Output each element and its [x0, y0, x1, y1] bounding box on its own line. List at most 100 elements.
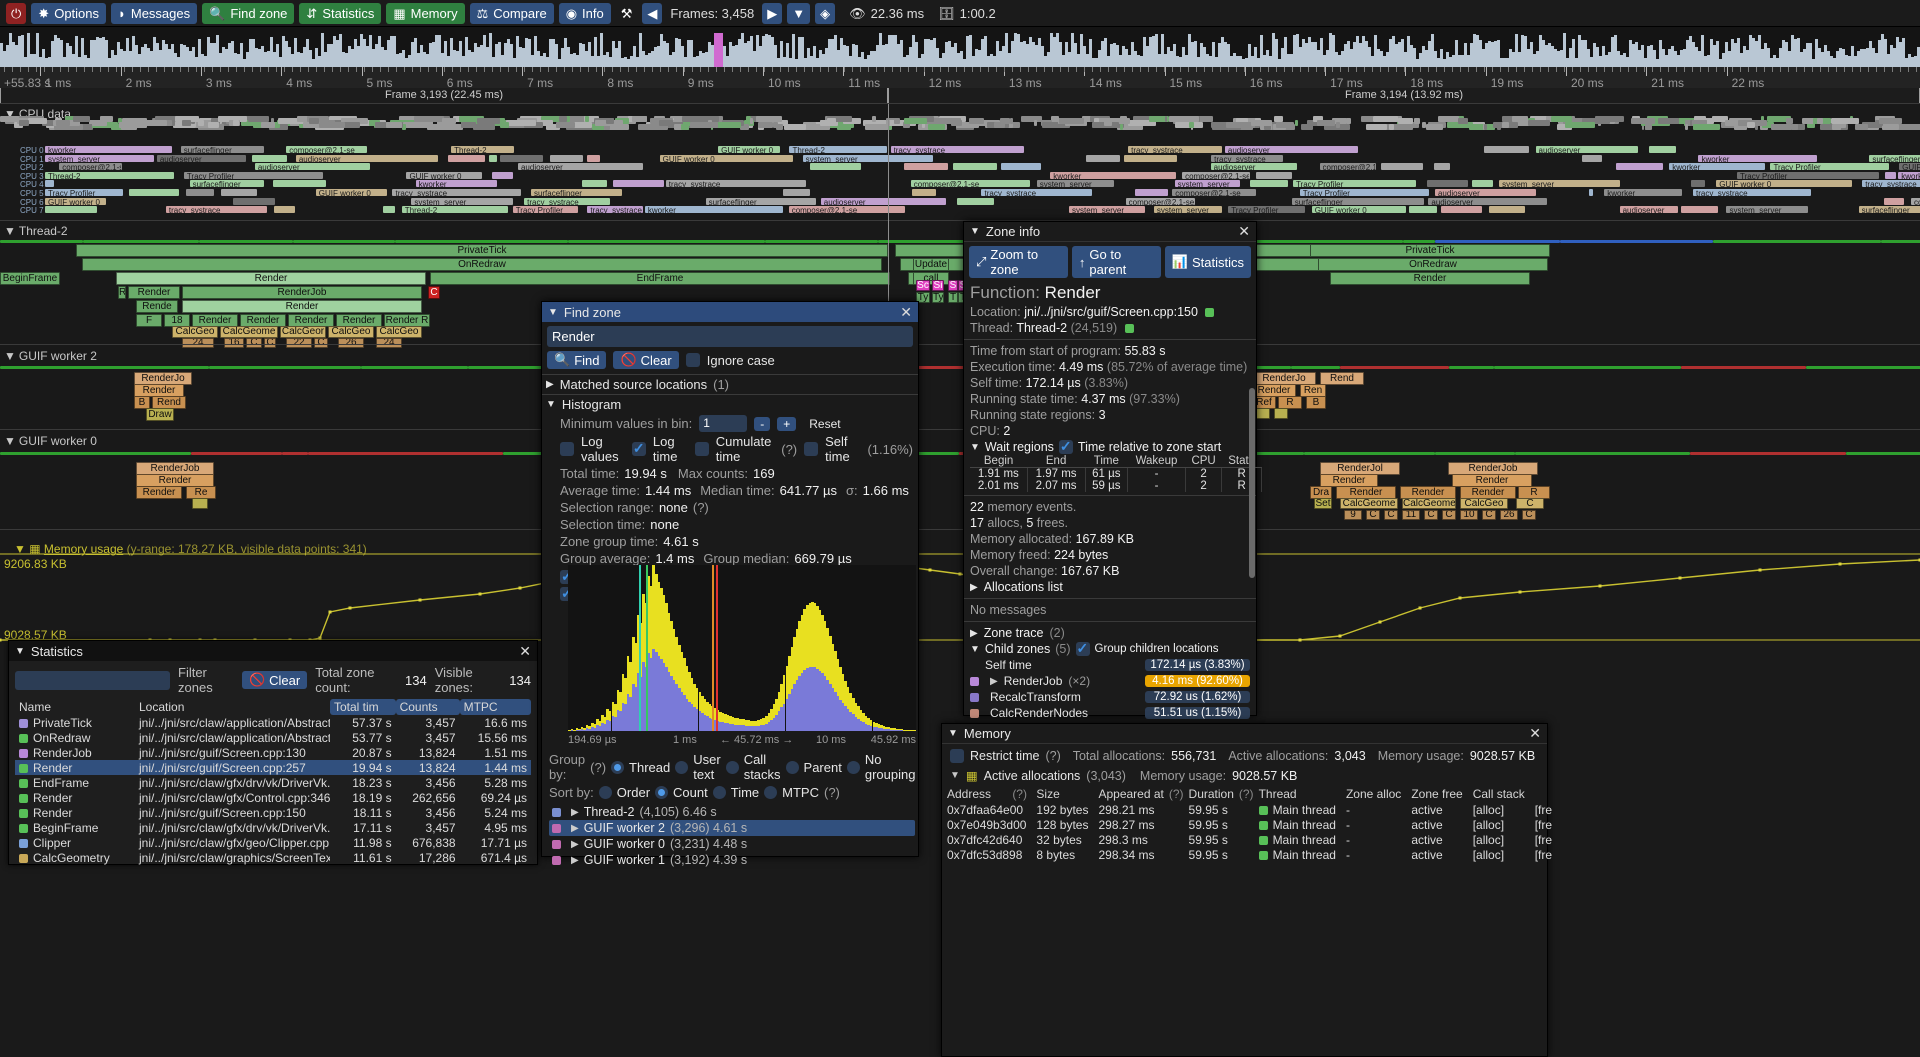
cpu-activity-bar[interactable] [0, 116, 20, 122]
cpu-core-segment[interactable] [665, 180, 806, 188]
cpu-activity-bar[interactable] [638, 124, 669, 130]
table-row[interactable]: 0x7dfaa64e00 192 bytes 298.21 ms 59.95 s Mai… [942, 802, 1557, 817]
cpu-activity-bar[interactable] [1164, 116, 1168, 122]
collapse-triangle-icon[interactable]: ▼ [548, 306, 558, 318]
timeline-zone[interactable]: CalcGeome [1340, 498, 1398, 509]
cpu-activity-bar[interactable] [1642, 124, 1645, 130]
cpu-core-segment[interactable] [411, 197, 514, 205]
clear-button[interactable]: 🚫 Clear [613, 351, 679, 369]
context-switch-bar[interactable] [1494, 366, 1682, 369]
cpu-activity-bar[interactable] [1301, 124, 1313, 130]
cpu-core-segment[interactable] [1726, 206, 1808, 214]
cpu-activity-bar[interactable] [1838, 122, 1846, 128]
sort-by-mtpc-radio[interactable] [764, 786, 778, 799]
cpu-activity-bar[interactable] [956, 122, 980, 128]
table-row[interactable]: 0x7dfc42d640 32 bytes 298.3 ms 59.95 s Main … [942, 832, 1557, 847]
cpu-core-segment[interactable] [1311, 206, 1406, 214]
column-help-icon[interactable]: (?) [1238, 787, 1254, 801]
cpu-activity-bar[interactable] [1511, 116, 1529, 122]
cpu-activity-bar[interactable] [1855, 124, 1868, 130]
timeline-zone[interactable]: 9 [1344, 510, 1362, 520]
cpu-activity-bar[interactable] [1694, 116, 1706, 122]
histogram-section[interactable]: ▼ Histogram [542, 394, 918, 414]
cpu-core-segment[interactable] [1770, 163, 1889, 171]
cpu-activity-bar[interactable] [872, 116, 876, 122]
cpu-core-segment[interactable] [251, 154, 287, 162]
timeline-zone[interactable]: B [134, 396, 150, 409]
cpu-activity-bar[interactable] [99, 116, 114, 122]
cpu-activity-bar[interactable] [1446, 122, 1473, 128]
cpu-activity-bar[interactable] [922, 122, 925, 128]
clear-filter-button[interactable]: 🚫 Clear [241, 671, 308, 689]
cpu-core-segment[interactable] [1000, 163, 1042, 171]
cpu-activity-bar[interactable] [863, 120, 892, 126]
cpu-activity-bar[interactable] [1360, 116, 1374, 122]
cpu-activity-bar[interactable] [1794, 124, 1806, 130]
cpu-core-segment[interactable] [1691, 180, 1705, 188]
zone-info-scrollbar[interactable] [1249, 258, 1255, 678]
timeline-zone[interactable]: CalcGeo [376, 326, 422, 338]
child-zone-row[interactable]: Self time 172.14 µs (3.83%) [964, 657, 1256, 673]
cpu-activity-bar[interactable] [924, 118, 953, 124]
cpu-activity-bar[interactable] [776, 124, 783, 130]
cpu-activity-bar[interactable] [1051, 116, 1059, 122]
cpu-activity-bar[interactable] [713, 122, 742, 128]
wait-region-column-header[interactable]: Begin [970, 455, 1028, 468]
cpu-activity-bar[interactable] [1762, 122, 1775, 128]
cpu-activity-bar[interactable] [745, 116, 752, 122]
cpu-activity-bar[interactable] [1251, 120, 1272, 126]
cpu-core-segment[interactable] [406, 171, 483, 179]
cpu-activity-bar[interactable] [1733, 124, 1747, 130]
timeline-zone[interactable]: Draw [146, 408, 174, 421]
cpu-activity-bar[interactable] [927, 124, 946, 130]
log-values-checkbox[interactable] [560, 442, 574, 456]
timeline-zone[interactable] [192, 498, 208, 509]
min-values-decrement-button[interactable]: - [754, 416, 771, 431]
table-row[interactable]: Render jni/../jni/src/guif/Screen.cpp:257… [15, 760, 531, 775]
timeline-zone[interactable]: Render [182, 300, 422, 313]
cpu-core-segment[interactable] [1428, 197, 1548, 205]
cpu-activity-bar[interactable] [440, 124, 464, 130]
child-zone-row[interactable]: RecalcTransform 72.92 us (1.62%) [964, 689, 1256, 705]
cpu-core-segment[interactable] [1698, 154, 1818, 162]
cpu-activity-bar[interactable] [476, 118, 500, 124]
cumulate-time-help[interactable]: (?) [781, 441, 798, 457]
sort-by-order-radio[interactable] [598, 786, 612, 799]
cpu-activity-bar[interactable] [585, 116, 590, 122]
expand-triangle-icon[interactable]: ▶ [571, 838, 579, 850]
cpu-activity-bar[interactable] [240, 120, 256, 126]
min-values-input[interactable]: 1 [699, 415, 748, 432]
cpu-core-segment[interactable] [1409, 206, 1438, 214]
cpu-activity-bar[interactable] [208, 122, 217, 128]
zone-trace-row[interactable]: ▶ Zone trace (2) [964, 625, 1256, 641]
table-row[interactable]: PrivateTick jni/../jni/src/claw/applicati… [15, 715, 531, 730]
statistics-button[interactable]: ⇵ Statistics [299, 2, 382, 24]
cpu-core-segment[interactable] [1692, 189, 1811, 196]
memory-button[interactable]: ▦ Memory [386, 2, 465, 24]
timeline-zone[interactable]: 11 [1402, 510, 1420, 520]
cpu-activity-bar[interactable] [1307, 120, 1321, 126]
cpu-core-segment[interactable] [952, 163, 998, 171]
cpu-activity-bar[interactable] [1502, 122, 1509, 128]
timeline-zone[interactable]: Render [1330, 272, 1530, 285]
cpu-activity-bar[interactable] [904, 118, 927, 124]
timeline-zone[interactable]: OnRedraw [82, 258, 882, 271]
collapse-triangle-icon[interactable]: ▼ [14, 542, 26, 556]
allocation-column-header[interactable]: Zone free [1411, 787, 1463, 801]
cpu-activity-bar[interactable] [278, 118, 307, 124]
cpu-activity-bar[interactable] [1640, 120, 1670, 126]
cpu-core-segment[interactable] [1484, 146, 1530, 153]
tools-button[interactable]: ⚒ [616, 3, 638, 24]
cpu-activity-bar[interactable] [1010, 118, 1013, 124]
cpu-activity-bar[interactable] [1264, 124, 1272, 130]
cpu-activity-bar[interactable] [1312, 116, 1323, 122]
cpu-core-segment[interactable] [612, 180, 664, 188]
cpu-core-segment[interactable] [1499, 180, 1621, 188]
cpu-activity-bar[interactable] [749, 118, 753, 124]
list-item[interactable]: ▶ GUIF worker 2 (3,296) 4.61 s [549, 820, 915, 836]
child-zone-row[interactable]: CalcRenderNodes 51.51 us (1.15%) [964, 705, 1256, 721]
close-icon[interactable]: ✕ [1238, 223, 1250, 239]
cpu-core-segment[interactable] [1427, 180, 1468, 188]
timeline-zone[interactable]: Ty [916, 292, 930, 303]
cpu-core-segment[interactable] [1441, 206, 1482, 214]
